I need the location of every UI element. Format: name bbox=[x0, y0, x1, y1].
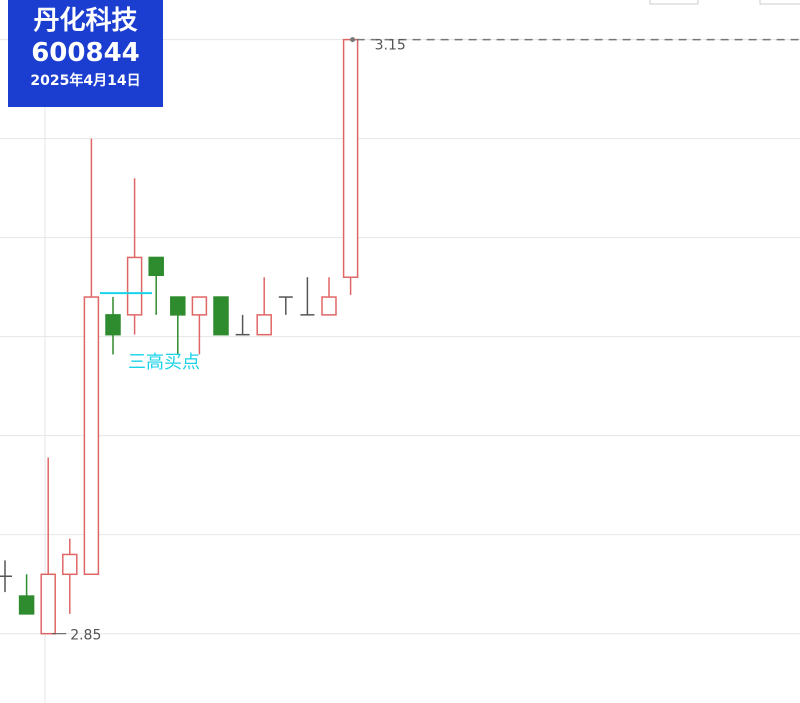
candle-body bbox=[83, 296, 100, 576]
annotation-text: 三高买点 bbox=[128, 352, 200, 373]
candle-body bbox=[321, 296, 337, 316]
candle-body bbox=[105, 314, 121, 336]
candle-body bbox=[213, 296, 229, 336]
candle-body bbox=[256, 314, 272, 336]
date: 2025年4月14日 bbox=[30, 73, 141, 89]
stock-code: 600844 bbox=[31, 38, 140, 68]
candle-body bbox=[62, 553, 78, 576]
candle-body bbox=[170, 296, 186, 316]
candle-body bbox=[191, 296, 208, 316]
toolbar-button[interactable] bbox=[759, 0, 800, 5]
candle-body bbox=[18, 595, 35, 615]
toolbar-button[interactable] bbox=[649, 0, 699, 5]
chart-title: 丹化科技 bbox=[33, 6, 138, 36]
candle-body bbox=[40, 573, 56, 635]
candle-body bbox=[126, 256, 143, 316]
candle-body bbox=[148, 256, 164, 277]
title-box: 丹化科技 600844 2025年4月14日 bbox=[8, 0, 163, 107]
candle-body bbox=[342, 38, 359, 278]
max-label: 3.15 bbox=[375, 38, 406, 54]
min-label: 2.85 bbox=[70, 628, 101, 644]
max-marker bbox=[350, 37, 356, 43]
